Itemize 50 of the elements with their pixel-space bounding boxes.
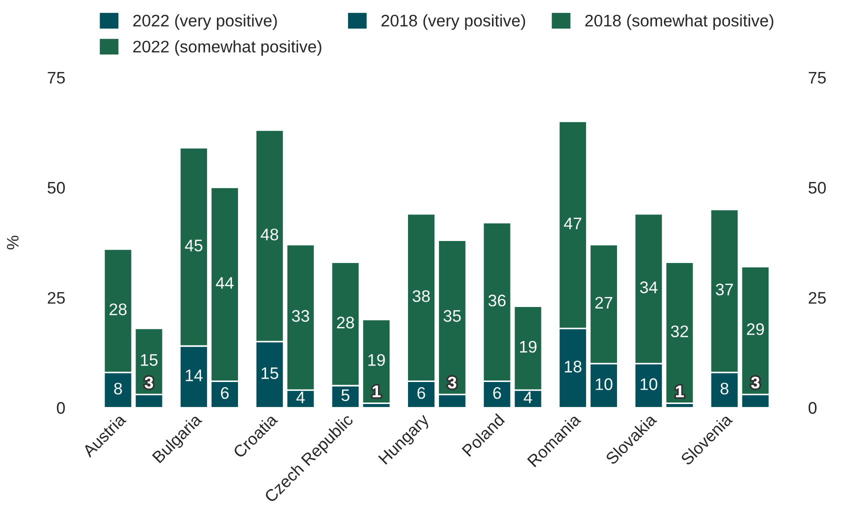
- data-label: 28: [337, 316, 354, 328]
- data-label: 10: [640, 378, 658, 390]
- legend-label: 2022 (somewhat positive): [133, 40, 322, 56]
- data-label: 6: [417, 387, 426, 399]
- y-tick-label: 50: [48, 182, 65, 194]
- data-label: 44: [216, 277, 234, 289]
- data-label: 47: [564, 218, 582, 230]
- data-label: 3: [751, 376, 760, 389]
- y2-tick-label: 50: [808, 182, 826, 194]
- y2-tick-label: 25: [808, 292, 826, 304]
- data-label: 19: [368, 354, 385, 366]
- data-label: 33: [292, 310, 310, 322]
- data-label: 15: [262, 367, 278, 380]
- bar: [362, 318, 392, 404]
- y2-tick-label: 75: [808, 72, 826, 84]
- data-label: 36: [488, 294, 506, 306]
- legend-label: 2018 (very positive): [382, 14, 526, 30]
- data-label: 3: [144, 376, 154, 389]
- data-label: 14: [186, 370, 203, 382]
- data-label: 6: [493, 387, 501, 399]
- y-tick-label: 25: [48, 292, 65, 304]
- data-label: 5: [341, 389, 350, 402]
- data-label: 15: [140, 354, 158, 366]
- data-label: 8: [114, 382, 122, 394]
- y-tick-label: 75: [48, 72, 65, 84]
- data-label: 35: [444, 310, 461, 322]
- y-tick-label: 0: [56, 402, 65, 414]
- data-label: 8: [720, 382, 728, 394]
- data-label: 27: [595, 296, 612, 308]
- data-label: 3: [448, 376, 456, 389]
- legend-label: 2018 (somewhat positive): [585, 14, 774, 30]
- data-label: 28: [110, 303, 127, 316]
- y-axis-title: %: [6, 236, 19, 250]
- data-label: 4: [524, 392, 532, 404]
- data-label: 38: [412, 290, 430, 302]
- data-label: 19: [520, 340, 536, 353]
- legend-label: 2022 (very positive): [133, 14, 277, 30]
- data-label: 48: [260, 228, 278, 240]
- data-label: 37: [716, 284, 733, 296]
- data-label: 34: [640, 281, 658, 294]
- data-label: 1: [676, 386, 684, 398]
- data-label: 32: [670, 325, 688, 338]
- data-label: 10: [596, 378, 612, 390]
- data-label: 1: [372, 386, 381, 398]
- data-label: 4: [296, 392, 305, 404]
- y2-tick-label: 0: [808, 402, 817, 414]
- data-label: 29: [746, 323, 764, 336]
- data-label: 18: [564, 360, 582, 372]
- data-label: 6: [220, 387, 229, 399]
- data-label: 45: [184, 240, 202, 252]
